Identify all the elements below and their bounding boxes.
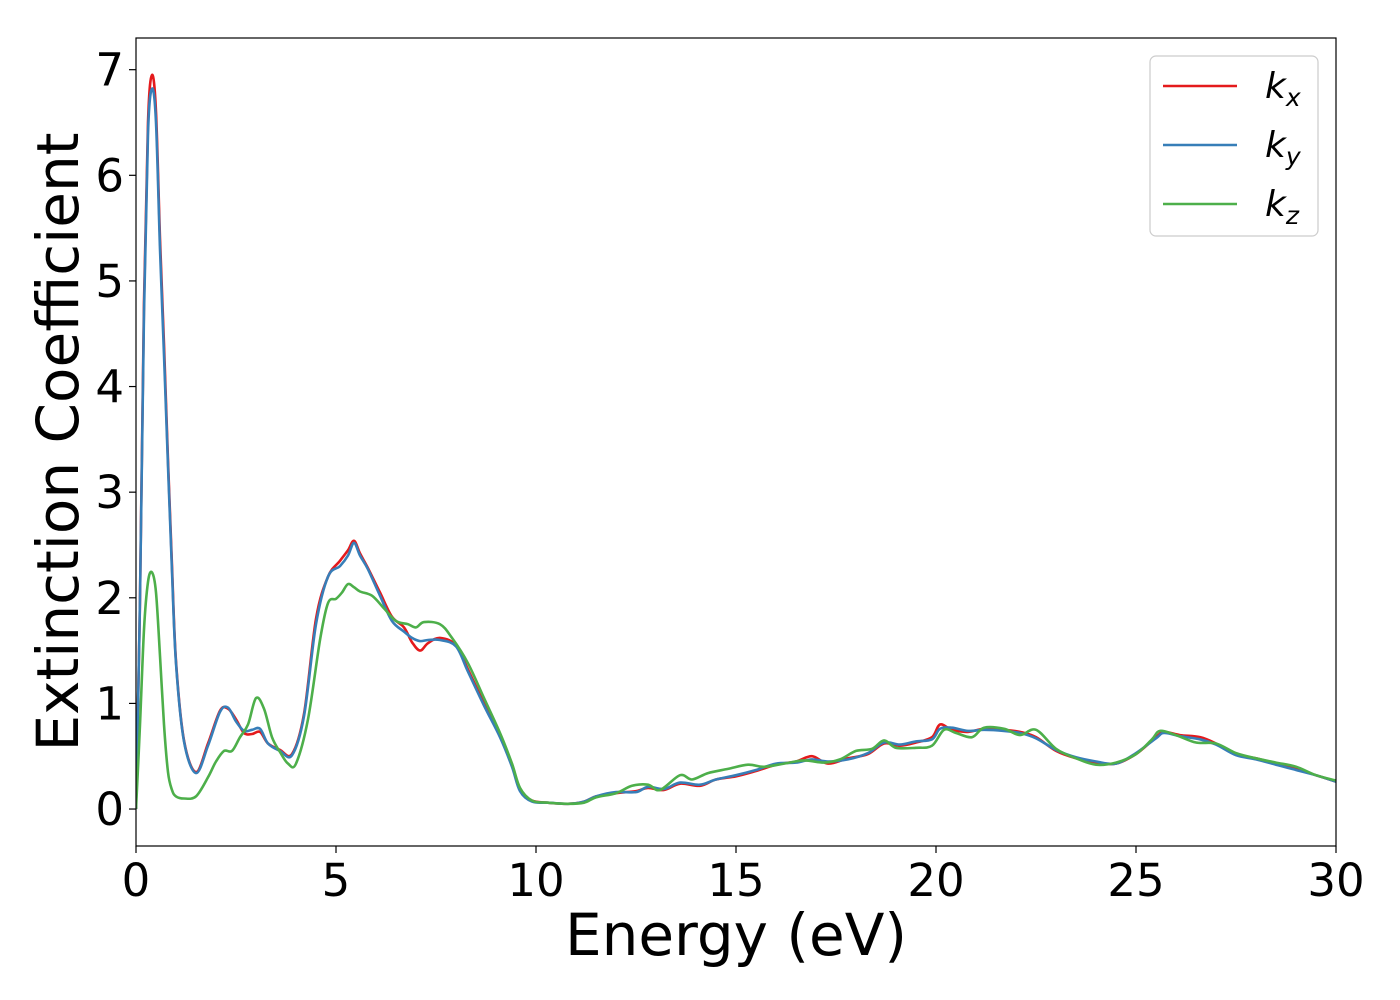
y-tick-label: 7 [95,44,124,97]
legend: kx ky kz [1149,55,1319,237]
y-axis-label: Extinction Coefficient [24,133,92,752]
x-tick-label: 15 [707,854,764,907]
y-tick-label: 0 [95,783,124,836]
y-tick-label: 4 [95,361,124,414]
series-line-k-y [136,87,1336,810]
y-tick-label: 2 [95,572,124,625]
series-line-k-z [136,570,1336,810]
x-tick-label: 25 [1107,854,1164,907]
legend-label: ky [1265,125,1302,171]
y-axis: 0 1 2 3 4 5 6 7 [95,44,136,836]
x-axis-label: Energy (eV) [565,901,907,969]
series-layer [136,73,1336,810]
x-tick-label: 10 [507,854,564,907]
y-tick-label: 1 [95,677,124,730]
plot-area [136,38,1336,846]
legend-label: kx [1265,66,1301,112]
x-tick-label: 0 [122,854,151,907]
x-tick-label: 5 [322,854,351,907]
x-tick-label: 30 [1307,854,1364,907]
x-tick-label: 20 [907,854,964,907]
legend-label: kz [1265,184,1300,230]
y-tick-label: 5 [95,255,124,308]
x-axis: 0 5 10 15 20 25 30 [122,846,1365,907]
y-tick-label: 3 [95,466,124,519]
y-tick-label: 6 [95,149,124,202]
